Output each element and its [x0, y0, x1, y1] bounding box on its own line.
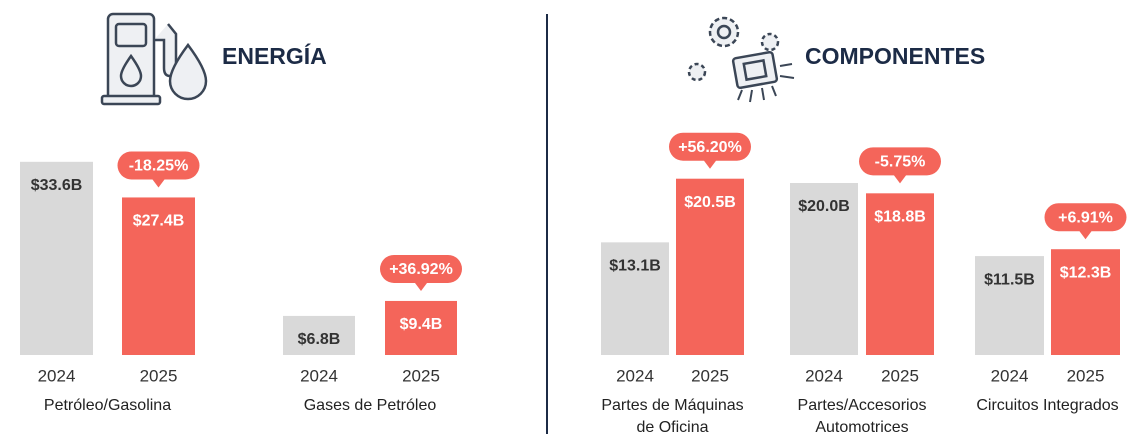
x-tick-label: 2024	[805, 366, 843, 385]
value-label: $20.0B	[798, 198, 850, 215]
category-label: Circuitos Integrados	[976, 397, 1118, 414]
category-label: Partes de Máquinas	[601, 397, 743, 414]
change-label: +36.92%	[389, 261, 453, 278]
value-label: $13.1B	[609, 258, 661, 275]
x-tick-label: 2024	[616, 366, 654, 385]
value-label: $6.8B	[298, 331, 341, 348]
value-label: $11.5B	[984, 271, 1035, 288]
fuel-icon	[102, 14, 206, 104]
value-label: $9.4B	[400, 316, 443, 333]
section-heading: ENERGÍA	[222, 42, 327, 69]
change-label: -5.75%	[875, 154, 926, 171]
change-label: +56.20%	[678, 139, 742, 156]
x-tick-label: 2024	[991, 366, 1029, 385]
category-label: de Oficina	[636, 419, 708, 434]
x-tick-label: 2025	[1067, 366, 1105, 385]
components-icon	[689, 18, 794, 102]
x-tick-label: 2024	[38, 366, 76, 385]
value-label: $18.8B	[874, 209, 926, 226]
value-label: $33.6B	[31, 177, 83, 194]
value-label: $27.4B	[133, 213, 185, 230]
category-label: Gases de Petróleo	[304, 397, 437, 414]
value-label: $20.5B	[684, 194, 736, 211]
change-label: +6.91%	[1058, 209, 1113, 226]
x-tick-label: 2024	[300, 366, 338, 385]
section-heading: COMPONENTES	[805, 43, 985, 69]
x-tick-label: 2025	[881, 366, 919, 385]
category-label: Automotrices	[815, 419, 908, 434]
category-label: Petróleo/Gasolina	[44, 397, 171, 414]
x-tick-label: 2025	[691, 366, 729, 385]
x-tick-label: 2025	[402, 366, 440, 385]
x-tick-label: 2025	[140, 366, 178, 385]
category-label: Partes/Accesorios	[798, 397, 927, 414]
infographic: ENERGÍA COMPONENTES $33.6B 2024 $27.4B 2025…	[0, 0, 1135, 434]
value-label: $12.3B	[1060, 264, 1112, 281]
change-label: -18.25%	[129, 158, 189, 175]
